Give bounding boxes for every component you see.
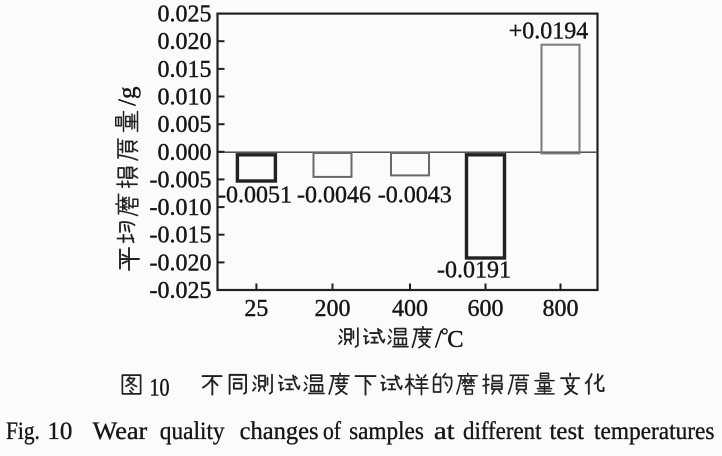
svg-text:/: /: [435, 326, 442, 353]
svg-text:quality: quality: [160, 418, 225, 445]
svg-text:0.005: 0.005: [158, 112, 212, 138]
svg-text:temperatures: temperatures: [594, 418, 715, 445]
svg-text:800: 800: [543, 296, 579, 322]
svg-text:0.000: 0.000: [158, 140, 212, 166]
svg-text:test: test: [550, 418, 585, 445]
svg-text:400: 400: [392, 296, 428, 322]
svg-text:0.020: 0.020: [158, 29, 212, 55]
svg-text:Fig.: Fig.: [6, 418, 40, 445]
svg-text:200: 200: [315, 296, 351, 322]
svg-text:600: 600: [468, 296, 504, 322]
svg-text:25: 25: [244, 296, 268, 322]
svg-text:-0.025: -0.025: [150, 278, 212, 304]
svg-text:C: C: [447, 326, 463, 353]
svg-text:of: of: [323, 418, 342, 445]
svg-text:/g: /g: [114, 86, 141, 106]
svg-text:0.025: 0.025: [158, 2, 212, 28]
svg-text:-0.005: -0.005: [150, 167, 212, 193]
svg-text:different: different: [463, 418, 542, 445]
svg-text:-0.010: -0.010: [150, 195, 212, 221]
svg-text:-0.015: -0.015: [150, 223, 212, 249]
svg-text:Wear: Wear: [93, 418, 148, 445]
svg-text:-0.0046: -0.0046: [297, 183, 371, 209]
svg-text:0.015: 0.015: [158, 57, 212, 83]
svg-text:10: 10: [47, 418, 72, 445]
svg-text:-0.0191: -0.0191: [437, 257, 511, 283]
svg-text:-0.020: -0.020: [150, 250, 212, 276]
svg-text:at: at: [434, 418, 455, 445]
svg-text:-0.0043: -0.0043: [378, 183, 452, 209]
svg-text:-0.0051: -0.0051: [218, 183, 292, 209]
svg-text:10: 10: [150, 375, 170, 402]
svg-text:samples: samples: [349, 418, 424, 445]
svg-text:+0.0194: +0.0194: [509, 18, 589, 44]
svg-text:0.010: 0.010: [158, 85, 212, 111]
svg-text:changes: changes: [240, 418, 319, 445]
